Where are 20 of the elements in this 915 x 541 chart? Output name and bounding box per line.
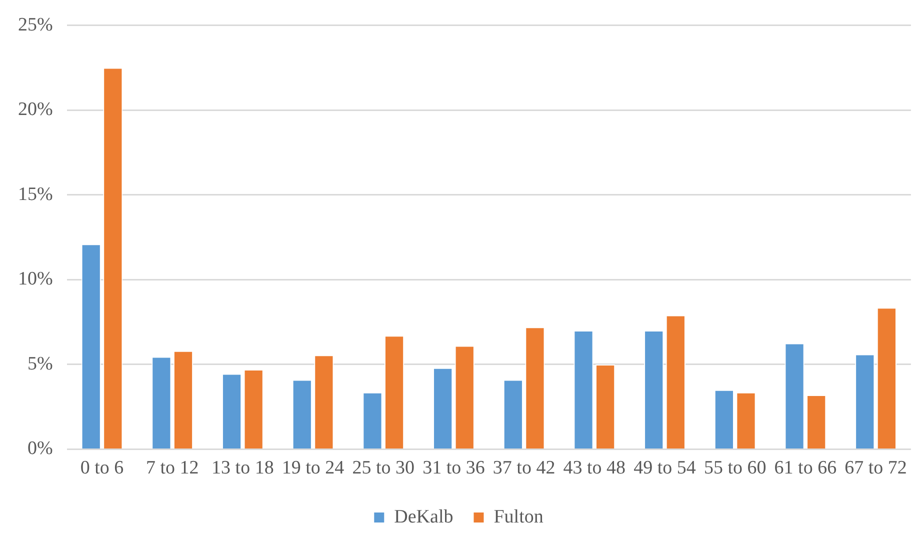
x-tick-label: 25 to 30 (352, 458, 415, 479)
y-tick-label: 20% (18, 99, 53, 120)
x-tick-label: 37 to 42 (492, 458, 556, 479)
x-tick-label: 7 to 12 (146, 458, 199, 479)
x-tick-label: 13 to 18 (212, 458, 274, 479)
legend-label: DeKalb (394, 506, 454, 528)
x-tick-label: 55 to 60 (704, 458, 766, 479)
y-tick-label: 5% (28, 353, 53, 374)
x-tick-label: 67 to 72 (844, 458, 907, 479)
y-tick-label: 25% (18, 14, 53, 36)
legend-label: Fulton (494, 506, 544, 528)
x-tick-label: 49 to 54 (634, 458, 696, 479)
y-tick-label: 0% (28, 438, 53, 460)
y-tick-label: 15% (18, 184, 53, 205)
y-tick-label: 10% (18, 268, 53, 290)
x-tick-label: 61 to 66 (774, 458, 837, 479)
x-tick-label: 0 to 6 (80, 458, 124, 479)
x-tick-label: 19 to 24 (282, 458, 345, 479)
x-tick-label: 43 to 48 (563, 458, 626, 479)
x-tick-label: 31 to 36 (422, 458, 485, 479)
